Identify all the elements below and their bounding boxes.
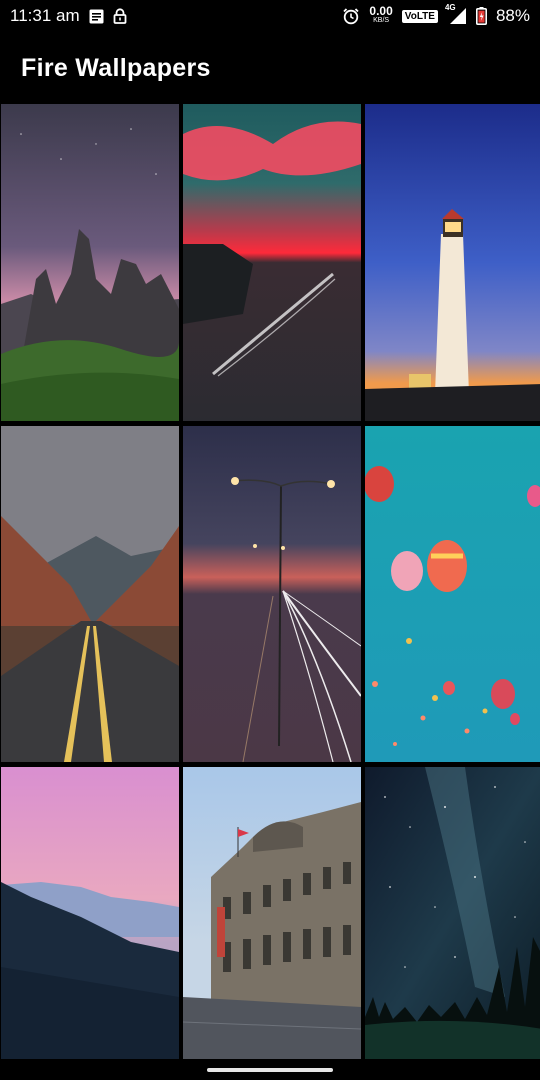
wallpaper-image: [365, 426, 540, 762]
wallpaper-thumbnail[interactable]: [183, 426, 361, 762]
wallpaper-image: [365, 767, 540, 1059]
wallpaper-image: [183, 426, 361, 762]
wallpaper-grid: [0, 104, 540, 1060]
wallpaper-thumbnail[interactable]: [183, 104, 361, 421]
network-speed-unit: KB/S: [373, 17, 390, 24]
status-bar-left: 11:31 am: [10, 6, 127, 26]
status-bar: 11:31 am 0.00 KB/S VoLTE 4G 88%: [0, 0, 540, 32]
wallpaper-image: [183, 767, 361, 1059]
page-title: Fire Wallpapers: [21, 53, 211, 82]
network-speed-value: 0.00: [369, 4, 393, 18]
home-gesture-handle[interactable]: [207, 1068, 333, 1072]
wallpaper-thumbnail[interactable]: [1, 104, 179, 421]
status-bar-right: 0.00 KB/S VoLTE 4G 88%: [342, 3, 530, 26]
notes-icon: [89, 9, 104, 24]
gesture-bar: [0, 1060, 540, 1080]
battery-percent: 88%: [495, 6, 530, 25]
wallpaper-image: [365, 104, 540, 421]
wallpaper-thumbnail[interactable]: [365, 104, 540, 421]
network-type: 4G: [444, 3, 456, 12]
app-bar: Fire Wallpapers: [0, 32, 540, 104]
wallpaper-thumbnail[interactable]: [183, 767, 361, 1059]
wallpaper-thumbnail[interactable]: [365, 426, 540, 762]
wallpaper-thumbnail[interactable]: [365, 767, 540, 1059]
signal-icon: 4G: [445, 3, 467, 25]
wallpaper-image: [183, 104, 361, 421]
wallpaper-thumbnail[interactable]: [1, 426, 179, 762]
wallpaper-image: [1, 426, 179, 762]
volte-badge: VoLTE: [401, 9, 438, 23]
wallpaper-image: [1, 767, 179, 1059]
network-speed: 0.00 KB/S: [369, 4, 393, 25]
alarm-icon: [342, 7, 360, 25]
wallpaper-thumbnail[interactable]: [1, 767, 179, 1059]
lock-icon: [113, 8, 127, 24]
status-time: 11:31 am: [10, 6, 80, 25]
battery-icon: [475, 7, 487, 25]
wallpaper-image: [1, 104, 179, 421]
